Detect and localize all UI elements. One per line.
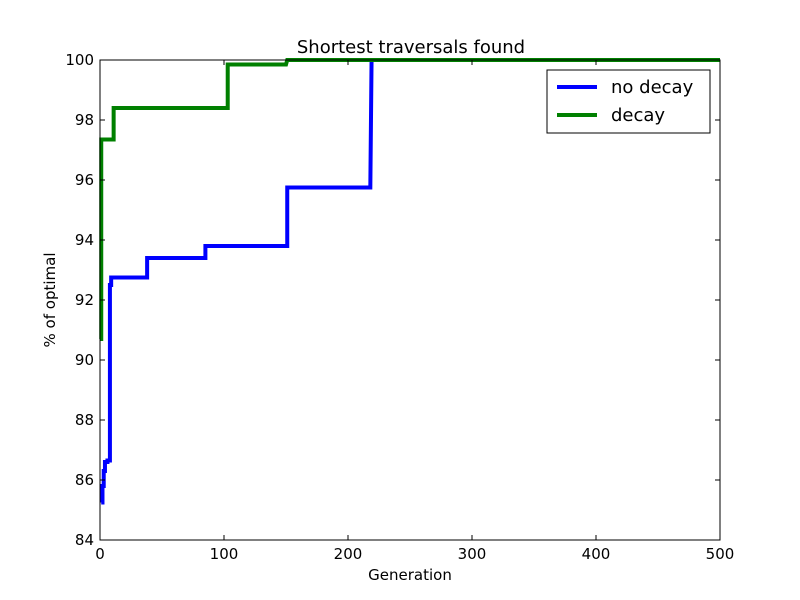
- x-tick-label: 400: [582, 545, 611, 563]
- y-tick-label: 90: [75, 351, 94, 369]
- x-axis-label: Generation: [368, 566, 452, 584]
- x-tick-label: 300: [458, 545, 487, 563]
- series-line-decay: [99, 58, 720, 341]
- y-tick-label: 86: [75, 471, 94, 489]
- y-tick-label: 98: [75, 111, 94, 129]
- ticks-layer: 0 100 200 300 400 500 84 86 88 90 92 94 96 98 100: [65, 51, 734, 563]
- y-tick-label: 94: [75, 231, 94, 249]
- x-tick-label: 100: [210, 545, 239, 563]
- chart-title: Shortest traversals found: [297, 37, 525, 58]
- y-tick-label: 100: [65, 51, 94, 69]
- series-line-no-decay: [100, 58, 720, 505]
- x-tick-label: 200: [334, 545, 363, 563]
- plot-frame: [99, 59, 721, 541]
- legend: no decay decay: [546, 69, 711, 134]
- legend-label-no-decay: no decay: [611, 77, 694, 98]
- y-tick-label: 96: [75, 171, 94, 189]
- series-layer: [99, 58, 720, 505]
- legend-box: [546, 69, 711, 134]
- y-tick-label: 84: [75, 531, 94, 549]
- y-tick-label: 92: [75, 291, 94, 309]
- y-tick-label: 88: [75, 411, 94, 429]
- x-tick-label: 0: [95, 545, 105, 563]
- x-tick-label: 500: [706, 545, 735, 563]
- y-axis-label: % of optimal: [41, 253, 59, 348]
- legend-label-decay: decay: [611, 105, 665, 126]
